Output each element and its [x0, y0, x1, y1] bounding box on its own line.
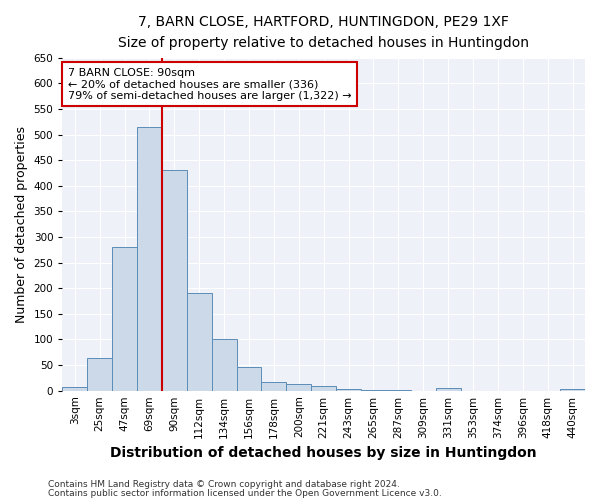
Bar [87, 358, 112, 390]
Bar [62, 386, 87, 390]
Bar [311, 386, 336, 390]
Bar [286, 384, 311, 390]
Bar [162, 170, 187, 390]
Title: 7, BARN CLOSE, HARTFORD, HUNTINGDON, PE29 1XF
Size of property relative to detac: 7, BARN CLOSE, HARTFORD, HUNTINGDON, PE2… [118, 15, 529, 50]
Bar [112, 247, 137, 390]
Text: 7 BARN CLOSE: 90sqm
← 20% of detached houses are smaller (336)
79% of semi-detac: 7 BARN CLOSE: 90sqm ← 20% of detached ho… [68, 68, 351, 101]
Y-axis label: Number of detached properties: Number of detached properties [15, 126, 28, 322]
Text: Contains HM Land Registry data © Crown copyright and database right 2024.: Contains HM Land Registry data © Crown c… [48, 480, 400, 489]
Text: Contains public sector information licensed under the Open Government Licence v3: Contains public sector information licen… [48, 490, 442, 498]
Bar [187, 293, 212, 390]
Bar [236, 366, 262, 390]
Bar [560, 389, 585, 390]
Bar [212, 339, 236, 390]
X-axis label: Distribution of detached houses by size in Huntingdon: Distribution of detached houses by size … [110, 446, 537, 460]
Bar [262, 382, 286, 390]
Bar [336, 388, 361, 390]
Bar [137, 127, 162, 390]
Bar [436, 388, 461, 390]
